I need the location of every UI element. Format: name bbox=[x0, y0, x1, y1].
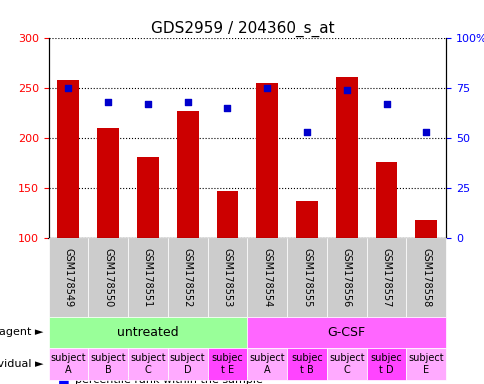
Text: GSM178556: GSM178556 bbox=[341, 248, 351, 307]
Point bbox=[104, 99, 112, 105]
Text: GSM178555: GSM178555 bbox=[302, 248, 311, 307]
Bar bbox=[176, 111, 198, 238]
Text: subject
C: subject C bbox=[328, 353, 364, 375]
Text: untreated: untreated bbox=[117, 326, 179, 339]
Text: count: count bbox=[75, 358, 106, 368]
Point bbox=[144, 101, 151, 108]
Bar bbox=[414, 220, 437, 238]
Point bbox=[382, 101, 390, 108]
Point bbox=[263, 85, 271, 91]
Bar bbox=[295, 201, 318, 238]
Text: GSM178557: GSM178557 bbox=[381, 248, 391, 307]
Text: subject
B: subject B bbox=[90, 353, 126, 375]
Text: percentile rank within the sample: percentile rank within the sample bbox=[75, 375, 262, 384]
Text: ■: ■ bbox=[58, 356, 70, 369]
Point bbox=[183, 99, 191, 105]
Text: agent ►: agent ► bbox=[0, 327, 44, 337]
Text: GSM178551: GSM178551 bbox=[143, 248, 152, 307]
Point bbox=[223, 105, 231, 111]
Bar bbox=[216, 191, 238, 238]
Text: subjec
t E: subjec t E bbox=[211, 353, 243, 375]
Text: GSM178550: GSM178550 bbox=[103, 248, 113, 307]
Text: G-CSF: G-CSF bbox=[327, 326, 365, 339]
Text: GSM178558: GSM178558 bbox=[421, 248, 430, 307]
Bar bbox=[335, 77, 357, 238]
Bar bbox=[375, 162, 397, 238]
Text: GSM178549: GSM178549 bbox=[63, 248, 73, 307]
Text: GSM178552: GSM178552 bbox=[182, 248, 192, 307]
Text: subject
A: subject A bbox=[50, 353, 86, 375]
Bar bbox=[97, 128, 119, 238]
Text: ■: ■ bbox=[58, 374, 70, 384]
Bar bbox=[256, 83, 278, 238]
Point bbox=[342, 87, 350, 93]
Text: subject
E: subject E bbox=[408, 353, 443, 375]
Text: GSM178554: GSM178554 bbox=[262, 248, 272, 307]
Point bbox=[422, 129, 429, 135]
Point bbox=[64, 85, 72, 91]
Text: GDS2959 / 204360_s_at: GDS2959 / 204360_s_at bbox=[151, 21, 333, 37]
Bar bbox=[57, 80, 79, 238]
Text: subjec
t D: subjec t D bbox=[370, 353, 402, 375]
Text: subject
D: subject D bbox=[169, 353, 205, 375]
Text: subjec
t B: subjec t B bbox=[290, 353, 322, 375]
Text: individual ►: individual ► bbox=[0, 359, 44, 369]
Text: GSM178553: GSM178553 bbox=[222, 248, 232, 307]
Bar bbox=[136, 157, 159, 238]
Point bbox=[302, 129, 310, 135]
Text: subject
C: subject C bbox=[130, 353, 166, 375]
Text: subject
A: subject A bbox=[249, 353, 285, 375]
